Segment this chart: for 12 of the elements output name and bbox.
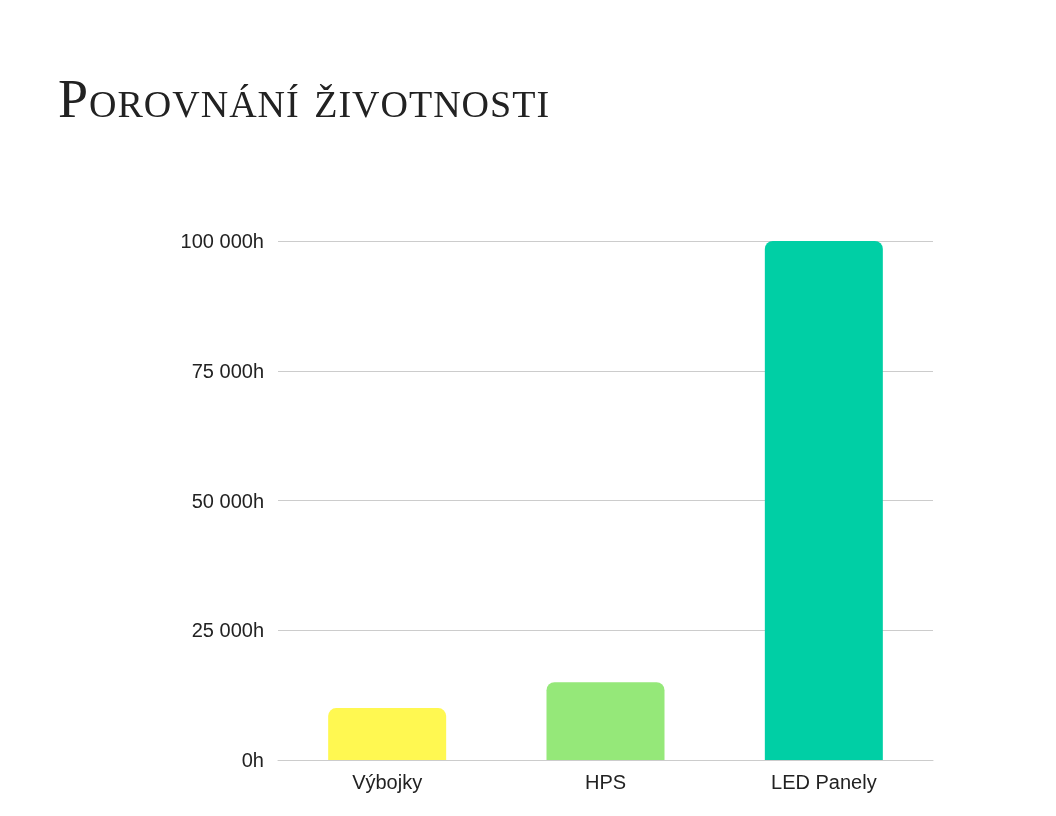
y-tick-label: 25 000h — [191, 619, 264, 642]
y-tick-label: 100 000h — [180, 230, 264, 252]
x-tick-label: HPS — [584, 771, 627, 793]
x-tick-label: LED Panely — [771, 771, 877, 793]
bar — [546, 682, 665, 760]
y-tick-label: 0h — [241, 749, 264, 771]
y-tick-label: 50 000h — [191, 489, 264, 512]
y-tick-label: 75 000h — [191, 359, 264, 382]
bar — [328, 708, 447, 760]
chart-title: Porovnání životnosti — [58, 68, 551, 130]
bar — [764, 241, 883, 760]
x-tick-label: Výbojky — [352, 771, 423, 793]
